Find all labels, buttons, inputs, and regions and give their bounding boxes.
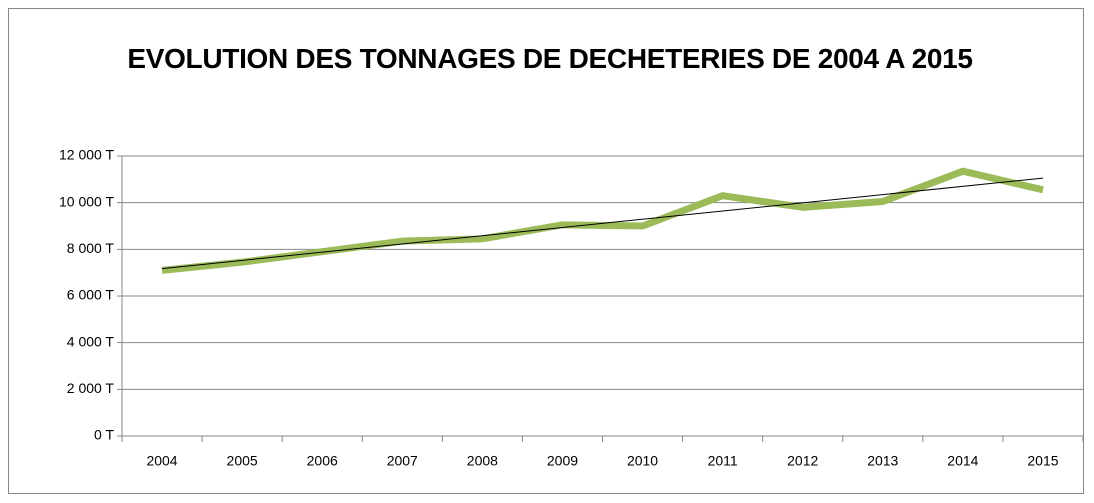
x-tick-label: 2008 bbox=[467, 453, 498, 469]
x-tick-label: 2011 bbox=[708, 453, 738, 469]
chart-title: EVOLUTION DES TONNAGES DE DECHETERIES DE… bbox=[127, 43, 973, 74]
y-tick-label: 4 000 T bbox=[67, 333, 115, 349]
y-tick-label: 0 T bbox=[94, 427, 114, 443]
y-tick-label: 12 000 T bbox=[59, 147, 114, 163]
x-tick-label: 2013 bbox=[867, 453, 898, 469]
x-tick-label: 2015 bbox=[1027, 453, 1058, 469]
x-tick-label: 2007 bbox=[387, 453, 418, 469]
y-tick-label: 8 000 T bbox=[67, 240, 115, 256]
y-tick-label: 10 000 T bbox=[59, 193, 114, 209]
x-tick-label: 2006 bbox=[307, 453, 338, 469]
x-tick-label: 2014 bbox=[947, 453, 978, 469]
y-tick-label: 6 000 T bbox=[67, 287, 115, 303]
y-tick-label: 2 000 T bbox=[67, 380, 115, 396]
trend-line bbox=[161, 177, 1044, 270]
x-tick-label: 2010 bbox=[627, 453, 658, 469]
x-tick-label: 2012 bbox=[787, 453, 818, 469]
x-tick-label: 2009 bbox=[547, 453, 578, 469]
x-tick-label: 2004 bbox=[146, 453, 177, 469]
chart-frame bbox=[8, 8, 1084, 494]
x-tick-label: 2005 bbox=[227, 453, 258, 469]
